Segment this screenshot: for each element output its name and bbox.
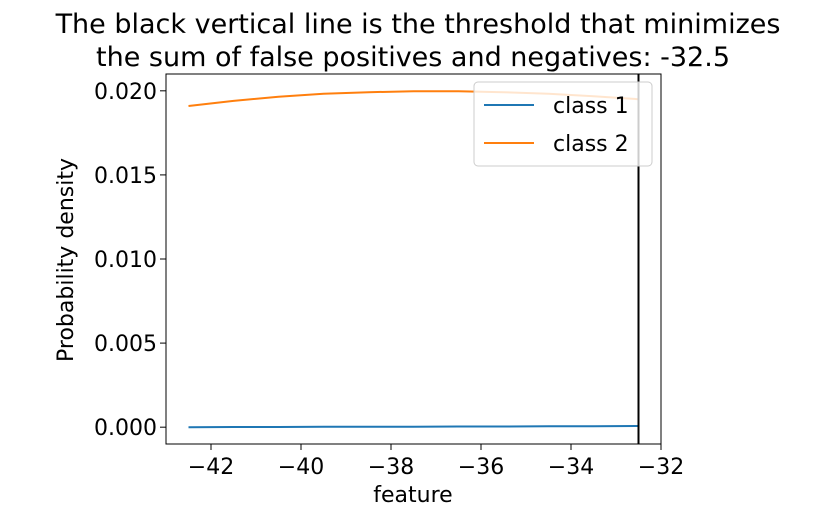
x-tick-label: −36 <box>458 455 504 480</box>
series-line-class-1 <box>188 425 639 429</box>
y-tick-label: 0.015 <box>94 164 157 189</box>
legend-label-class-2: class 2 <box>553 132 629 157</box>
y-tick-label: 0.005 <box>94 332 157 357</box>
x-tick-label: −38 <box>368 455 414 480</box>
chart-title-line-1: The black vertical line is the threshold… <box>55 9 781 40</box>
legend: class 1 class 2 <box>473 81 653 167</box>
legend-label-class-1: class 1 <box>553 94 629 119</box>
legend-box <box>473 81 653 167</box>
x-tick-label: −40 <box>278 455 324 480</box>
x-tick-label: −32 <box>638 455 684 480</box>
y-tick-label: 0.010 <box>94 248 157 273</box>
plot-area-border <box>165 73 662 445</box>
axis-ticks: −42 −40 −38 −36 −34 −32 0.000 0.005 0.010 0.015 0.… <box>94 80 684 480</box>
x-axis-label: feature <box>373 483 452 508</box>
x-tick-label: −42 <box>188 455 234 480</box>
y-tick-label: 0.020 <box>94 80 157 105</box>
plot-frame <box>165 73 662 445</box>
x-tick-label: −34 <box>548 455 594 480</box>
chart-title-line-2: the sum of false positives and negatives… <box>96 42 730 73</box>
y-tick-label: 0.000 <box>94 416 157 441</box>
y-axis-label: Probability density <box>54 158 79 362</box>
